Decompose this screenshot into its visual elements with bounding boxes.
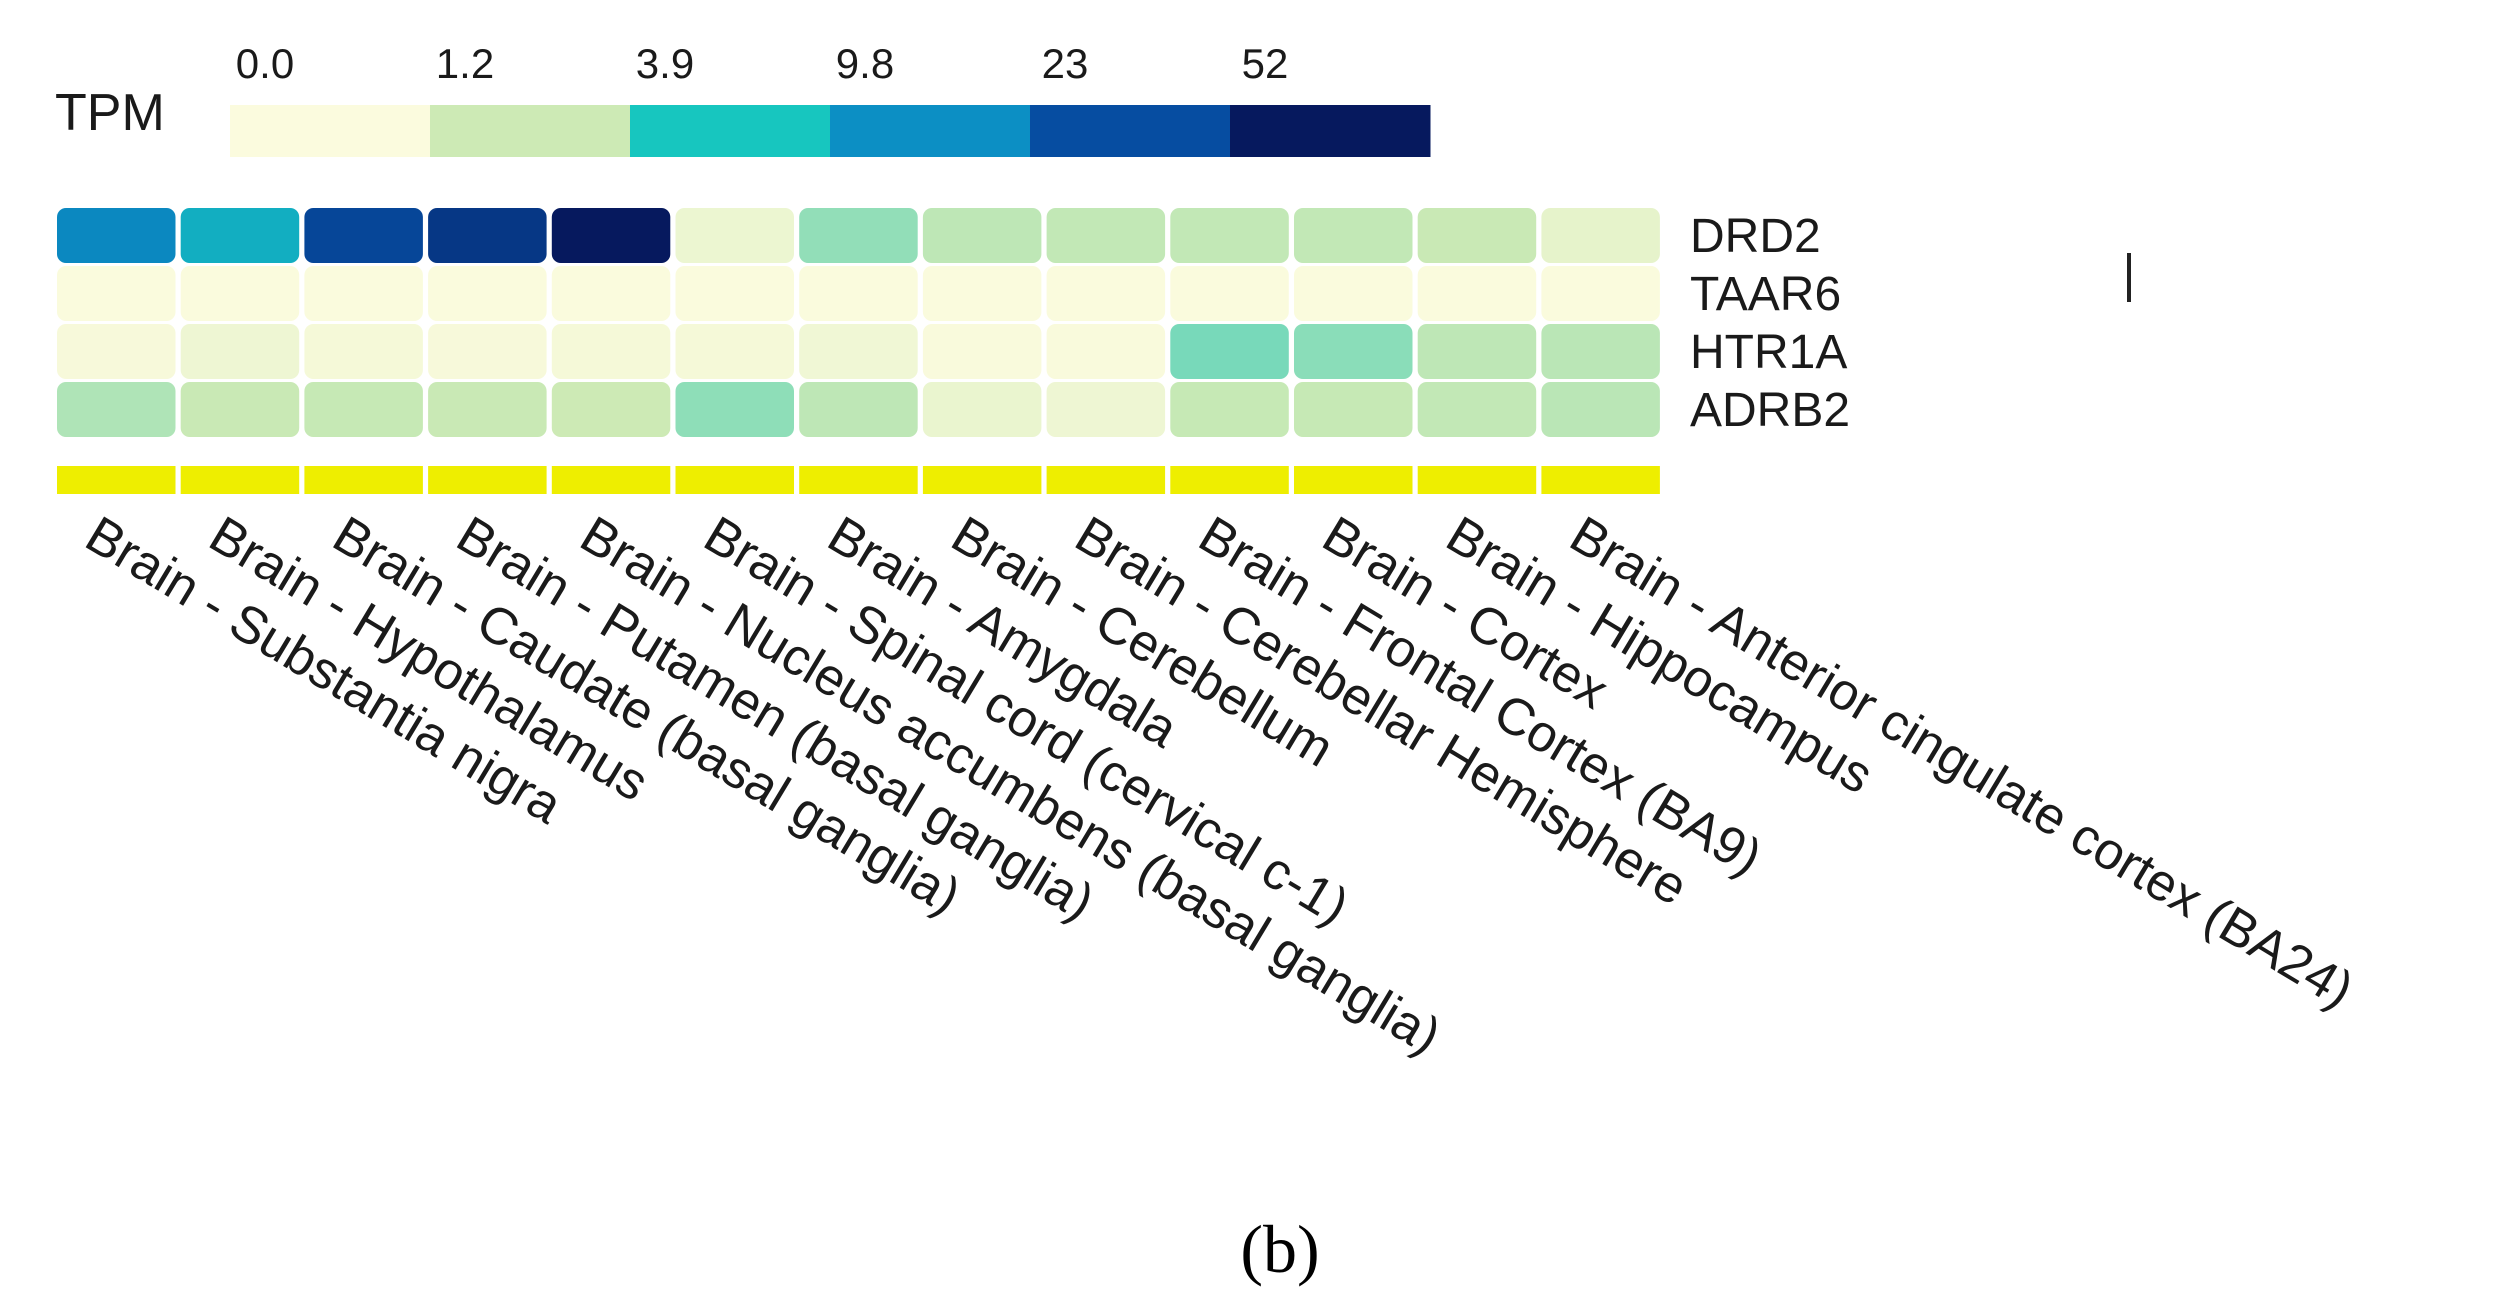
cell-drd2-0 bbox=[57, 208, 176, 263]
annotation-bar-cell bbox=[799, 466, 918, 494]
cell-htr1a-3 bbox=[428, 324, 547, 379]
cell-htr1a-9 bbox=[1170, 324, 1289, 379]
cell-drd2-11 bbox=[1417, 208, 1537, 263]
annotation-bar-cell bbox=[304, 466, 423, 494]
cell-adrb2-10 bbox=[1294, 382, 1413, 437]
annotation-bar-cell bbox=[551, 466, 671, 494]
cell-htr1a-11 bbox=[1417, 324, 1537, 379]
cell-drd2-12 bbox=[1541, 208, 1660, 263]
annotation-bar bbox=[57, 466, 1660, 494]
cell-taar6-0 bbox=[57, 266, 176, 321]
cell-taar6-1 bbox=[180, 266, 300, 321]
cell-htr1a-2 bbox=[304, 324, 423, 379]
cell-htr1a-12 bbox=[1541, 324, 1660, 379]
cell-drd2-3 bbox=[428, 208, 547, 263]
cell-htr1a-8 bbox=[1046, 324, 1166, 379]
cell-taar6-9 bbox=[1170, 266, 1289, 321]
cell-taar6-3 bbox=[428, 266, 547, 321]
cell-htr1a-0 bbox=[57, 324, 176, 379]
cell-drd2-10 bbox=[1294, 208, 1413, 263]
legend-tick-label: 9.8 bbox=[836, 40, 894, 87]
cell-taar6-4 bbox=[551, 266, 671, 321]
annotation-bar-cell bbox=[1170, 466, 1289, 494]
cell-drd2-9 bbox=[1170, 208, 1289, 263]
annotation-bar-cell bbox=[922, 466, 1042, 494]
cell-adrb2-7 bbox=[922, 382, 1042, 437]
annotation-bar-cell bbox=[1417, 466, 1537, 494]
annotation-bar-cell bbox=[428, 466, 547, 494]
legend-bin-1 bbox=[430, 105, 631, 157]
legend-bin-4 bbox=[1030, 105, 1231, 157]
cell-adrb2-1 bbox=[180, 382, 300, 437]
legend-tick-label: 52 bbox=[1242, 40, 1289, 87]
cell-htr1a-1 bbox=[180, 324, 300, 379]
legend-tick-label: 1.2 bbox=[436, 40, 494, 87]
legend-bin-2 bbox=[630, 105, 831, 157]
cell-drd2-6 bbox=[799, 208, 918, 263]
cell-drd2-8 bbox=[1046, 208, 1166, 263]
annotation-bar-cell bbox=[1541, 466, 1660, 494]
cell-drd2-5 bbox=[675, 208, 794, 263]
panel-label: (b) bbox=[1240, 1211, 1319, 1287]
cell-adrb2-9 bbox=[1170, 382, 1289, 437]
cell-taar6-5 bbox=[675, 266, 794, 321]
annotation-bar-cell bbox=[57, 466, 176, 494]
annotation-bar-cell bbox=[180, 466, 300, 494]
gene-label-adrb2: ADRB2 bbox=[1690, 384, 1850, 437]
cell-drd2-1 bbox=[180, 208, 300, 263]
legend-color-bins bbox=[230, 105, 1431, 157]
legend-bin-0 bbox=[230, 105, 431, 157]
cell-drd2-2 bbox=[304, 208, 423, 263]
cell-htr1a-10 bbox=[1294, 324, 1413, 379]
cell-taar6-11 bbox=[1417, 266, 1537, 321]
cell-drd2-7 bbox=[922, 208, 1042, 263]
cell-htr1a-4 bbox=[551, 324, 671, 379]
legend-tick-label: 23 bbox=[1042, 40, 1089, 87]
annotation-bar-cell bbox=[1294, 466, 1413, 494]
cell-taar6-8 bbox=[1046, 266, 1166, 321]
cell-taar6-7 bbox=[922, 266, 1042, 321]
cell-adrb2-5 bbox=[675, 382, 794, 437]
tissue-label-12: Brain - Anterior cingulate cortex (BA24) bbox=[1560, 506, 2363, 1020]
cell-adrb2-0 bbox=[57, 382, 176, 437]
cell-htr1a-7 bbox=[922, 324, 1042, 379]
cell-adrb2-12 bbox=[1541, 382, 1660, 437]
legend-bin-5 bbox=[1230, 105, 1431, 157]
cell-taar6-2 bbox=[304, 266, 423, 321]
cell-adrb2-4 bbox=[551, 382, 671, 437]
cell-htr1a-6 bbox=[799, 324, 918, 379]
cell-taar6-6 bbox=[799, 266, 918, 321]
gene-label-htr1a: HTR1A bbox=[1690, 326, 1847, 379]
cell-adrb2-11 bbox=[1417, 382, 1537, 437]
cell-htr1a-5 bbox=[675, 324, 794, 379]
gene-label-taar6: TAAR6 bbox=[1690, 268, 1841, 321]
cell-adrb2-8 bbox=[1046, 382, 1166, 437]
legend-title: TPM bbox=[55, 84, 165, 142]
cell-taar6-10 bbox=[1294, 266, 1413, 321]
legend-tick-label: 0.0 bbox=[236, 40, 294, 87]
gene-label-drd2: DRD2 bbox=[1690, 210, 1821, 263]
cell-adrb2-2 bbox=[304, 382, 423, 437]
cell-taar6-12 bbox=[1541, 266, 1660, 321]
cell-adrb2-6 bbox=[799, 382, 918, 437]
cell-adrb2-3 bbox=[428, 382, 547, 437]
heatmap-cells bbox=[57, 208, 1660, 437]
legend-bin-3 bbox=[830, 105, 1031, 157]
annotation-bar-cell bbox=[675, 466, 794, 494]
legend-tick-label: 3.9 bbox=[636, 40, 694, 87]
legend-ticks: 0.0 1.2 3.9 9.8 23 52 bbox=[236, 40, 1289, 87]
cell-drd2-4 bbox=[551, 208, 671, 263]
annotation-bar-cell bbox=[1046, 466, 1166, 494]
